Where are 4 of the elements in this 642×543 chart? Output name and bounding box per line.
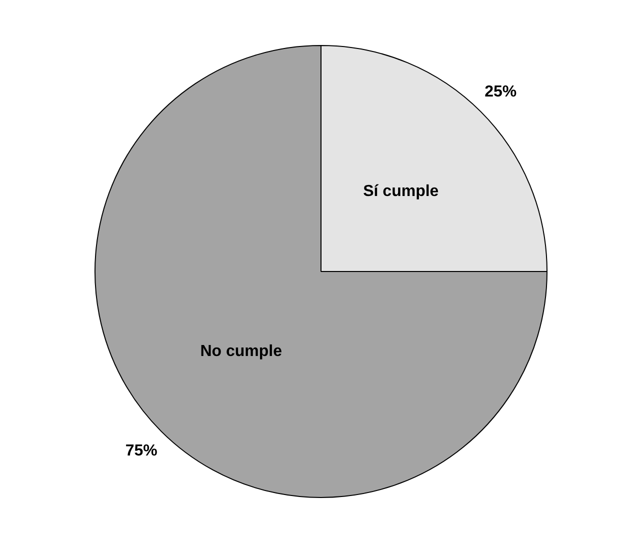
slice-label: No cumple: [200, 342, 282, 360]
slice-label: Sí cumple: [363, 183, 439, 200]
data-label: 25%: [484, 83, 517, 100]
data-label: 75%: [125, 442, 158, 460]
